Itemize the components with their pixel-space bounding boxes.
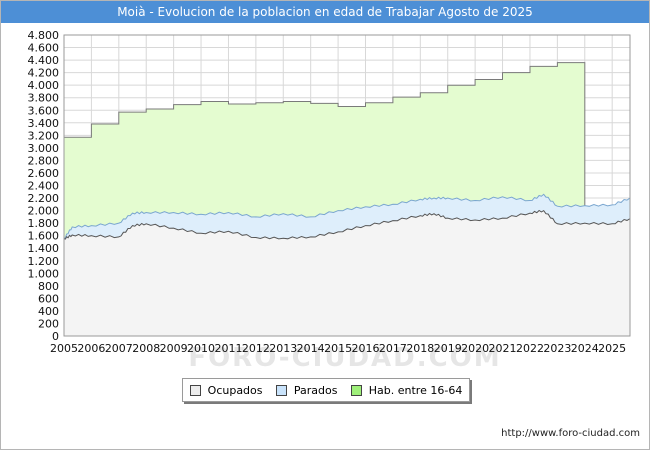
- y-tick-label: 600: [38, 292, 59, 305]
- y-tick-label: 1.400: [28, 242, 60, 255]
- x-tick-label: 2017: [379, 342, 407, 355]
- y-tick-label: 1.000: [28, 267, 60, 280]
- axes: 02004006008001.0001.2001.4001.6001.8002.…: [28, 29, 631, 355]
- legend-label-hab: Hab. entre 16-64: [368, 383, 463, 397]
- legend-item-parados: Parados: [275, 383, 338, 397]
- y-tick-label: 2.000: [28, 205, 60, 218]
- series-areas: [63, 62, 631, 336]
- legend-swatch-hab: [350, 384, 362, 396]
- y-tick-label: 1.600: [28, 230, 60, 243]
- x-tick-label: 2016: [352, 342, 380, 355]
- x-tick-label: 2007: [105, 342, 133, 355]
- y-tick-label: 3.600: [28, 104, 60, 117]
- y-tick-label: 2.600: [28, 167, 60, 180]
- x-tick-label: 2009: [160, 342, 188, 355]
- x-tick-label: 2008: [132, 342, 160, 355]
- y-tick-label: 2.400: [28, 180, 60, 193]
- x-tick-label: 2022: [516, 342, 544, 355]
- y-tick-label: 2.800: [28, 154, 60, 167]
- legend: Ocupados Parados Hab. entre 16-64: [182, 378, 470, 402]
- series-ocupados-area: [64, 210, 630, 336]
- y-tick-label: 800: [38, 280, 59, 293]
- source-link[interactable]: http://www.foro-ciudad.com: [501, 428, 640, 439]
- y-tick-label: 4.800: [28, 29, 60, 42]
- x-tick-label: 2015: [324, 342, 352, 355]
- y-tick-label: 4.600: [28, 42, 60, 55]
- x-tick-label: 2020: [461, 342, 489, 355]
- y-tick-label: 0: [52, 330, 59, 343]
- chart-title: Moià - Evolucion de la poblacion en edad…: [1, 1, 649, 23]
- y-tick-label: 400: [38, 305, 59, 318]
- y-tick-label: 1.800: [28, 217, 60, 230]
- legend-swatch-ocupados: [189, 384, 201, 396]
- series-parados-line: [63, 193, 631, 240]
- y-tick-label: 3.400: [28, 117, 60, 130]
- y-tick-label: 4.000: [28, 79, 60, 92]
- x-tick-label: 2024: [571, 342, 599, 355]
- legend-item-ocupados: Ocupados: [189, 383, 263, 397]
- plot-border: [63, 34, 631, 337]
- x-tick-label: 2012: [242, 342, 270, 355]
- watermark: FORO-CIUDAD.COM: [188, 343, 501, 373]
- series-ocupados-line: [63, 209, 631, 240]
- y-tick-label: 1.200: [28, 255, 60, 268]
- y-tick-label: 3.200: [28, 129, 60, 142]
- legend-swatch-parados: [275, 384, 287, 396]
- y-tick-label: 3.000: [28, 142, 60, 155]
- x-tick-label: 2021: [489, 342, 517, 355]
- x-tick-label: 2006: [77, 342, 105, 355]
- legend-label-ocupados: Ocupados: [207, 383, 263, 397]
- legend-item-hab: Hab. entre 16-64: [350, 383, 463, 397]
- y-tick-label: 3.800: [28, 92, 60, 105]
- legend-label-parados: Parados: [293, 383, 338, 397]
- x-tick-label: 2023: [543, 342, 571, 355]
- y-tick-label: 4.200: [28, 67, 60, 80]
- x-tick-label: 2018: [406, 342, 434, 355]
- x-tick-label: 2011: [214, 342, 242, 355]
- x-tick-label: 2010: [187, 342, 215, 355]
- y-tick-label: 2.200: [28, 192, 60, 205]
- y-tick-label: 200: [38, 317, 59, 330]
- x-tick-label: 2019: [434, 342, 462, 355]
- x-tick-label: 2005: [50, 342, 78, 355]
- x-tick-label: 2013: [269, 342, 297, 355]
- x-tick-label: 2025: [598, 342, 626, 355]
- x-tick-label: 2014: [297, 342, 325, 355]
- y-tick-label: 4.400: [28, 54, 60, 67]
- series-hab-line: [64, 62, 586, 336]
